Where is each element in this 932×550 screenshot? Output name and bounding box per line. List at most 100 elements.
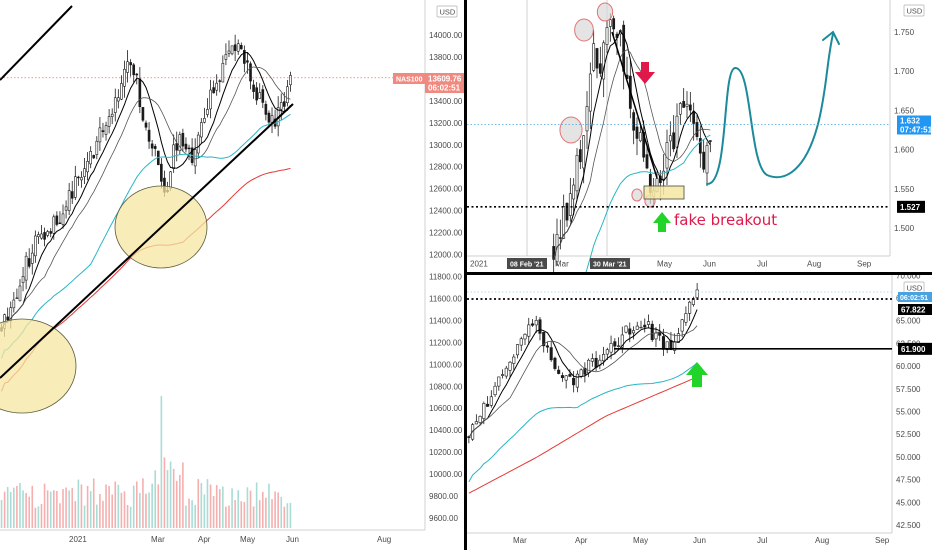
tr-annotation-label: fake breakout <box>674 211 777 229</box>
nas100-symbol-badge <box>393 73 425 84</box>
currency-label: USD <box>907 6 923 15</box>
nas100-candle-body <box>200 122 203 138</box>
nas100-volume-bar <box>74 501 77 528</box>
br-resistance-badge <box>898 304 932 315</box>
br-candle-body <box>650 323 654 341</box>
currency-label-box: USD <box>436 5 458 18</box>
nas100-candle-body <box>279 102 283 110</box>
br-candle-body <box>515 344 520 356</box>
nas100-y-tick-label: 11800.00 <box>429 273 462 282</box>
tr-candle-body <box>562 206 566 239</box>
nas100-candle-body <box>243 50 246 64</box>
nas100-volume-bar <box>206 479 209 528</box>
tr-marked-extreme-circle <box>596 2 614 22</box>
nas100-candle-body <box>95 140 99 155</box>
nas100-candle-body <box>267 112 271 123</box>
bottom-right-chart[interactable]: 70.00067.50065.00062.50060.00057.50055.0… <box>467 275 932 550</box>
nas100-chart[interactable]: NAS10014400.0014000.0013800.0013600.0013… <box>0 0 464 550</box>
br-candle-body <box>628 328 632 335</box>
nas100-volume-bar <box>160 396 163 528</box>
br-candle-body <box>497 376 501 387</box>
tr-candle-body <box>682 101 686 108</box>
nas100-volume-bar <box>191 500 193 528</box>
nas100-candle-body <box>258 92 262 99</box>
br-candle-body <box>624 325 628 333</box>
tr-price-axis-bg <box>890 0 932 272</box>
br-support-value: 61.900 <box>901 345 926 354</box>
tr-candle-body <box>585 106 589 132</box>
nas100-volume-bar <box>68 490 70 528</box>
bottom-right-chart-svg: 70.00067.50065.00062.50060.00057.50055.0… <box>467 275 932 550</box>
tr-y-tick-label: 1.750 <box>894 28 915 37</box>
nas100-y-tick-label: 11200.00 <box>429 338 462 347</box>
nas100-y-tick-label: 13200.00 <box>429 119 463 128</box>
nas100-volume-bar <box>222 486 224 528</box>
nas100-volume-bar <box>132 485 135 528</box>
br-candle-body <box>669 339 673 351</box>
currency-label-border <box>903 4 925 17</box>
nas100-candle-body <box>132 64 136 76</box>
tr-crosshair-date-badge <box>507 258 547 269</box>
nas100-volume-bar <box>37 506 40 528</box>
nas100-candle-body <box>18 285 22 302</box>
nas100-volume-bar <box>83 505 86 528</box>
br-candle-body <box>564 375 568 381</box>
top-right-chart[interactable]: fake breakout 1.750 1.700 1.650 1.600 1.550 1.… <box>467 0 932 272</box>
br-candle-body <box>695 289 699 298</box>
nas100-volume-bar <box>154 470 157 528</box>
nas100-volume-bar <box>92 478 95 528</box>
tr-candle-body <box>632 112 636 131</box>
nas100-volume-bar <box>225 506 227 528</box>
nas100-candle-body <box>160 163 163 182</box>
br-y-tick-label: 57.500 <box>896 385 921 394</box>
nas100-countdown: 06:02:51 <box>428 84 461 93</box>
br-candle-body <box>527 324 531 337</box>
nas100-candle-body <box>129 62 132 66</box>
br-x-tick-label: Mar <box>513 536 527 545</box>
br-x-tick-label: May <box>633 536 648 545</box>
nas100-candle-body <box>27 258 31 267</box>
nas100-volume-bar <box>172 468 175 528</box>
nas100-volume-bar <box>289 502 292 528</box>
nas100-volume-bar <box>188 498 190 528</box>
nas100-volume-bar <box>89 491 92 528</box>
nas100-candle-body <box>227 50 231 54</box>
tr-ma-cyan <box>585 134 711 272</box>
br-candle-body <box>609 343 613 353</box>
tr-candle-body <box>705 145 709 174</box>
panel-divider-vertical <box>464 0 467 550</box>
nas100-candle-body <box>98 127 102 143</box>
nas100-candle-body <box>101 130 105 132</box>
br-x-tick-label: Aug <box>815 536 829 545</box>
tr-x-tick-label: Sep <box>857 260 872 269</box>
nas100-candle-body <box>43 232 46 240</box>
tr-candle-body <box>622 24 626 72</box>
br-candle-body <box>661 336 665 350</box>
nas100-candle-body <box>104 125 108 135</box>
br-candle-body <box>583 367 587 375</box>
br-candle-body <box>486 403 490 407</box>
nas100-x-tick-label: Jun <box>286 535 299 544</box>
tr-y-tick-label: 1.600 <box>894 146 915 155</box>
nas100-candle-body <box>113 97 117 113</box>
tr-y-tick-label: 1.500 <box>894 224 915 233</box>
br-candle-body <box>680 319 684 332</box>
br-candle-body <box>643 324 647 328</box>
nas100-y-tick-label: 11400.00 <box>429 316 462 325</box>
br-candle-body <box>646 321 651 325</box>
tr-candle-body <box>695 122 699 137</box>
nas100-volume-bar <box>271 499 273 528</box>
tr-x-tick-label: Aug <box>807 260 821 269</box>
br-up-arrow-icon <box>686 362 708 387</box>
nas100-x-tick-label: May <box>240 535 255 544</box>
nas100-volume-bar <box>22 490 24 528</box>
tr-marked-extreme-circle <box>631 188 643 202</box>
nas100-volume-bar <box>0 500 3 528</box>
tr-candle-body <box>608 19 612 27</box>
nas100-volume-bar <box>280 496 283 528</box>
nas100-candle-body <box>135 73 139 76</box>
nas100-candle-body <box>215 82 219 91</box>
br-x-tick-label: Jun <box>693 536 706 545</box>
br-candle-body <box>545 345 549 348</box>
br-candle-body <box>508 361 512 371</box>
